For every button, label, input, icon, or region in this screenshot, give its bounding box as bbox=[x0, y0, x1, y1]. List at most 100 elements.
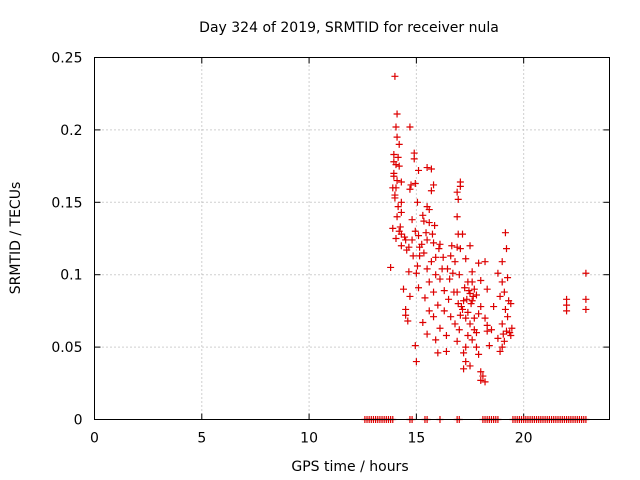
data-point bbox=[481, 314, 489, 322]
x-tick-label: 5 bbox=[197, 431, 206, 447]
data-point bbox=[487, 326, 495, 334]
data-point bbox=[467, 300, 475, 308]
data-point bbox=[425, 206, 433, 214]
data-point bbox=[582, 295, 590, 303]
x-tick-label: 0 bbox=[90, 431, 99, 447]
data-point bbox=[427, 187, 435, 195]
data-point bbox=[498, 258, 506, 266]
data-point bbox=[447, 252, 455, 260]
data-point bbox=[501, 305, 509, 313]
data-point bbox=[423, 265, 431, 273]
data-point bbox=[392, 235, 400, 242]
data-point bbox=[582, 305, 590, 313]
data-point bbox=[410, 155, 418, 163]
data-point bbox=[475, 350, 483, 358]
data-point bbox=[563, 307, 571, 315]
data-point bbox=[475, 259, 483, 267]
data-point bbox=[434, 349, 442, 357]
data-point bbox=[455, 271, 463, 279]
data-point bbox=[453, 213, 461, 221]
data-point bbox=[498, 278, 506, 286]
x-axis-label: GPS time / hours bbox=[291, 459, 408, 475]
data-point bbox=[413, 198, 421, 206]
data-point bbox=[412, 269, 420, 277]
data-point bbox=[475, 310, 483, 318]
data-point bbox=[445, 295, 453, 303]
data-point bbox=[397, 208, 405, 216]
data-point bbox=[582, 269, 590, 277]
data-point bbox=[460, 297, 468, 305]
data-point bbox=[394, 153, 402, 161]
data-point bbox=[436, 275, 444, 283]
data-point bbox=[427, 258, 435, 266]
data-point bbox=[464, 308, 472, 316]
data-point bbox=[453, 188, 461, 196]
data-point bbox=[466, 320, 474, 328]
data-point bbox=[498, 343, 506, 351]
data-point bbox=[389, 184, 397, 192]
data-point bbox=[464, 332, 472, 340]
data-point bbox=[432, 253, 440, 261]
data-point bbox=[397, 198, 405, 206]
data-point bbox=[446, 275, 454, 283]
y-tick-label: 0.25 bbox=[51, 51, 82, 67]
data-point bbox=[456, 182, 464, 190]
data-point bbox=[442, 332, 450, 340]
data-point bbox=[419, 211, 427, 219]
data-point bbox=[468, 278, 476, 286]
data-point bbox=[470, 314, 478, 322]
data-point bbox=[393, 110, 401, 118]
data-point bbox=[395, 140, 403, 148]
grid bbox=[94, 57, 610, 420]
data-point bbox=[391, 72, 399, 80]
data-point bbox=[400, 285, 407, 293]
data-point bbox=[423, 164, 431, 172]
data-point bbox=[393, 177, 401, 185]
data-point bbox=[432, 271, 440, 279]
data-point bbox=[411, 342, 419, 350]
data-point bbox=[462, 255, 470, 263]
data-point bbox=[449, 269, 457, 277]
data-point bbox=[436, 240, 444, 248]
data-point bbox=[422, 229, 430, 237]
data-point bbox=[483, 285, 491, 293]
data-point bbox=[494, 334, 502, 342]
data-point bbox=[423, 330, 431, 338]
data-point bbox=[465, 287, 473, 295]
data-point bbox=[395, 162, 403, 170]
data-point bbox=[468, 336, 476, 344]
data-point bbox=[459, 305, 467, 313]
data-point bbox=[481, 378, 489, 386]
data-point bbox=[411, 179, 419, 187]
data-point bbox=[387, 263, 395, 271]
data-point bbox=[477, 376, 485, 384]
data-point bbox=[425, 219, 433, 227]
data-point bbox=[498, 320, 506, 328]
data-point bbox=[490, 303, 498, 311]
data-point bbox=[472, 291, 480, 299]
data-point bbox=[440, 287, 448, 295]
data-point bbox=[402, 311, 410, 319]
y-tick-label: 0 bbox=[74, 413, 83, 429]
data-point bbox=[477, 368, 485, 376]
data-point bbox=[392, 161, 400, 169]
data-point bbox=[447, 313, 455, 321]
x-tick-label: 20 bbox=[515, 431, 533, 447]
data-point bbox=[389, 224, 397, 232]
data-point bbox=[450, 288, 458, 296]
data-point bbox=[406, 292, 414, 300]
data-point bbox=[472, 343, 480, 351]
data-point bbox=[415, 232, 423, 240]
data-point bbox=[401, 233, 409, 241]
data-point bbox=[406, 123, 414, 131]
x-tick-label: 15 bbox=[407, 431, 425, 447]
data-point bbox=[456, 245, 464, 253]
data-point bbox=[411, 227, 419, 235]
data-point bbox=[454, 195, 462, 203]
data-point bbox=[393, 133, 401, 141]
data-point bbox=[504, 313, 512, 321]
data-point bbox=[496, 347, 504, 355]
data-point bbox=[430, 313, 438, 321]
data-point bbox=[413, 262, 421, 270]
data-point bbox=[392, 123, 400, 131]
